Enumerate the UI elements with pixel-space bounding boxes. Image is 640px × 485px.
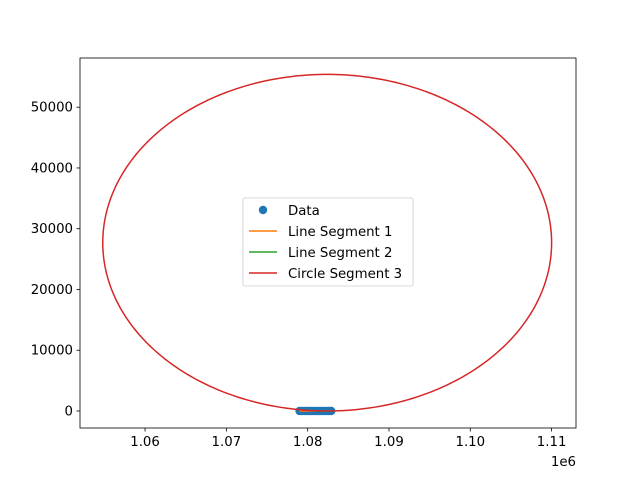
x-tick-label: 1.10: [455, 435, 485, 450]
legend: Data Line Segment 1 Line Segment 2 Circle S…: [242, 197, 414, 287]
x-tick-label: 1.09: [374, 435, 404, 450]
legend-box: [242, 197, 414, 287]
y-tick-label: 40000: [31, 161, 73, 176]
y-tick-label: 50000: [31, 101, 73, 116]
y-tick-label: 10000: [31, 344, 73, 359]
y-tick-label: 20000: [31, 283, 73, 298]
circle-segment: [102, 73, 553, 412]
x-tick-label: 1.08: [293, 435, 323, 450]
x-axis-ticks: 1.06 1.07 1.08 1.09 1.10 1.11: [130, 428, 566, 450]
x-tick-label: 1.11: [537, 435, 567, 450]
x-axis-offset-label: 1e6: [551, 455, 576, 470]
legend-marker: [258, 205, 268, 215]
y-tick-label: 30000: [31, 222, 73, 237]
x-tick-label: 1.07: [212, 435, 242, 450]
axes-frame: [79, 57, 577, 429]
plot-content: [102, 73, 553, 416]
legend-label: Line Segment 2: [288, 246, 392, 261]
x-tick-label: 1.06: [130, 435, 160, 450]
legend-label: Circle Segment 3: [288, 267, 402, 282]
legend-label: Data: [288, 204, 320, 219]
y-tick-label: 0: [65, 404, 73, 419]
y-axis-ticks: 0 10000 20000 30000 40000 50000: [31, 101, 80, 419]
legend-label: Line Segment 1: [288, 225, 392, 240]
